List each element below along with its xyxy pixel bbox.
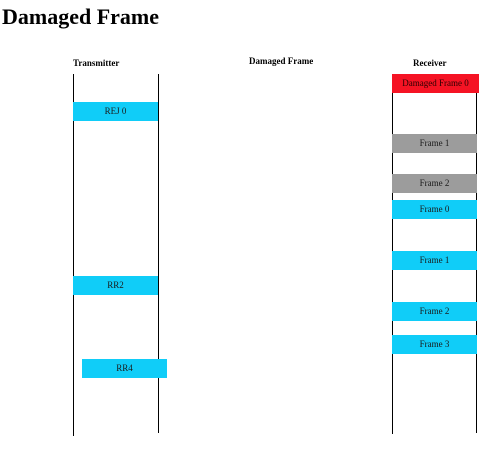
receiver-heading: Receiver (413, 58, 447, 68)
page-title: Damaged Frame (2, 4, 160, 29)
transmitter-timeline-right (158, 74, 159, 433)
transmitter-box-rej0: REJ 0 (73, 102, 158, 121)
receiver-box-frame-0: Frame 0 (392, 200, 477, 219)
transmitter-heading: Transmitter (73, 58, 120, 68)
transmitter-box-rr4: RR4 (82, 359, 167, 378)
receiver-box-damaged-frame-0: Damaged Frame 0 (392, 74, 479, 93)
receiver-box-frame-1: Frame 1 (392, 251, 477, 270)
receiver-box-frame-3: Frame 3 (392, 335, 477, 354)
receiver-box-frame-2-discarded: Frame 2 (392, 174, 477, 193)
transmitter-timeline-left (73, 74, 74, 436)
receiver-box-frame-2: Frame 2 (392, 302, 477, 321)
receiver-box-frame-1-discarded: Frame 1 (392, 134, 477, 153)
transmitter-box-rr2: RR2 (73, 276, 158, 295)
middle-heading: Damaged Frame (249, 56, 314, 66)
